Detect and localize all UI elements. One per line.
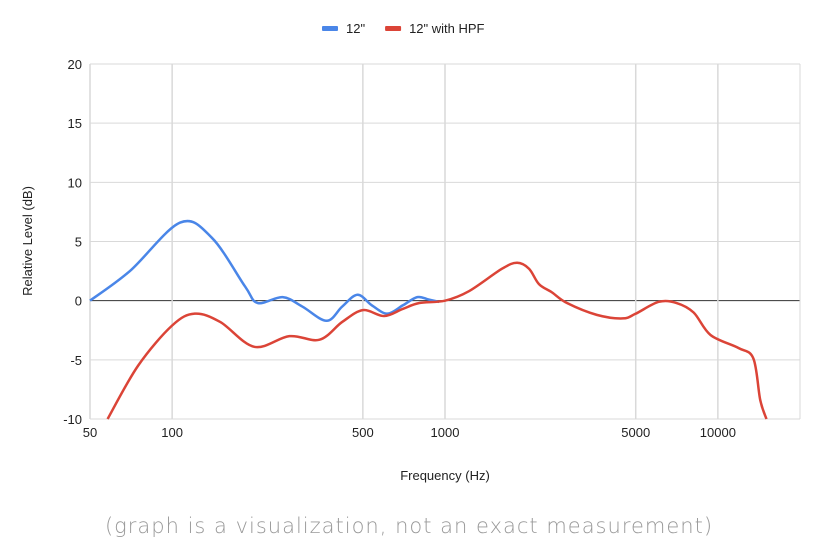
x-axis-label: Frequency (Hz) [400, 468, 490, 483]
x-tick-label: 100 [161, 425, 183, 440]
series-line-1 [106, 261, 768, 420]
y-tick-label: -5 [70, 353, 82, 368]
y-tick-label: 20 [68, 57, 82, 72]
grid [89, 63, 801, 420]
y-axis-label: Relative Level (dB) [20, 186, 35, 296]
legend-swatch [385, 26, 402, 31]
x-tick-label: 10000 [700, 425, 736, 440]
y-tick-label: 10 [68, 175, 82, 190]
x-tick-label: 500 [352, 425, 374, 440]
y-tick-label: -10 [63, 412, 82, 427]
y-tick-label: 5 [75, 235, 82, 250]
tick-labels: -10 -5 0 5 10 15 20 50 100 500 1000 5000 10000 [63, 57, 736, 440]
y-tick-label: 0 [75, 294, 82, 309]
x-tick-label: 1000 [431, 425, 460, 440]
footnote: (graph is a visualization, not an exact … [104, 514, 714, 538]
legend-label: 12" with HPF [409, 21, 484, 36]
y-tick-label: 15 [68, 116, 82, 131]
x-tick-label: 50 [83, 425, 97, 440]
legend-swatch [322, 26, 338, 31]
x-tick-label: 5000 [621, 425, 650, 440]
legend-label: 12" [346, 21, 365, 36]
series-lines [89, 219, 768, 420]
series-line-0 [89, 219, 440, 323]
legend: 12" 12" with HPF [322, 21, 485, 36]
